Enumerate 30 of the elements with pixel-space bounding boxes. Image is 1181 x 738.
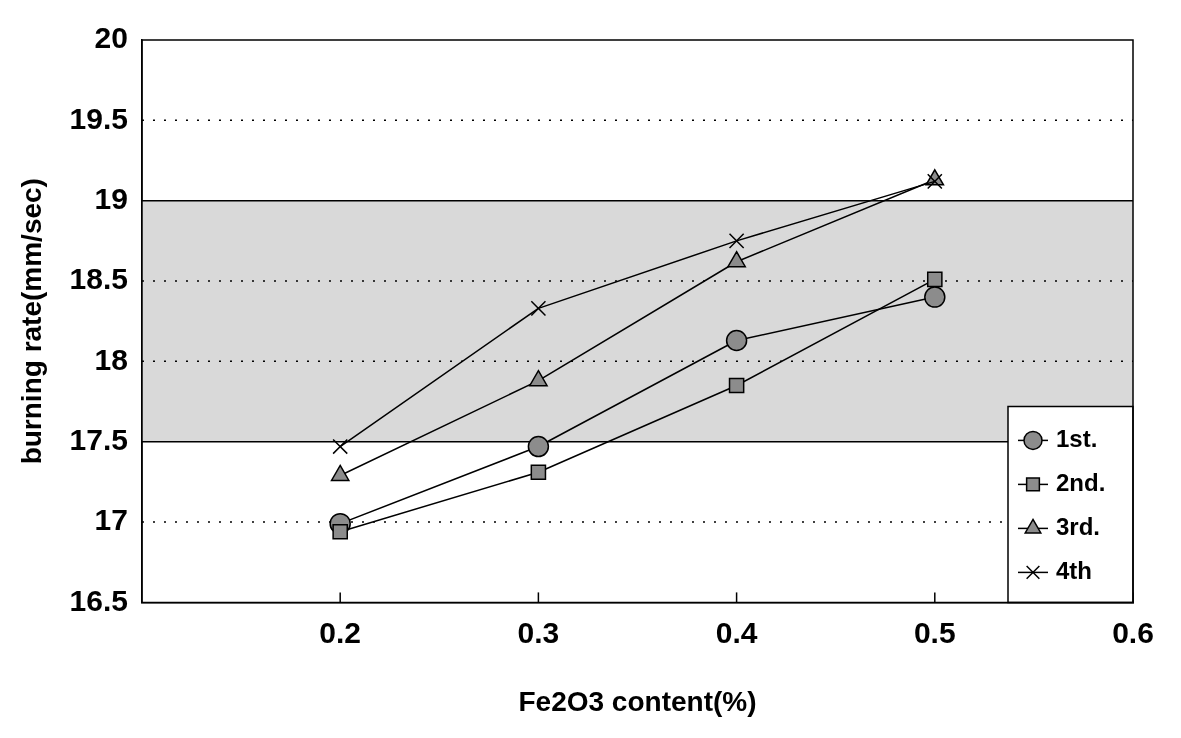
point	[728, 233, 745, 249]
y-axis-title: burning rate(mm/sec)	[15, 178, 47, 465]
y-tick-label: 17.5	[69, 422, 128, 456]
point	[725, 329, 748, 352]
x-tick-label: 0.4	[715, 615, 758, 649]
point	[728, 377, 745, 394]
point	[332, 523, 349, 540]
x-tick-label: 0.3	[517, 615, 560, 649]
y-tick-label: 19.5	[69, 101, 128, 135]
y-tick-label: 20	[94, 21, 128, 55]
point	[530, 464, 547, 481]
x-tick-label: 0.2	[319, 615, 362, 649]
y-tick-label: 18.5	[69, 262, 128, 296]
y-tick-label: 16.5	[69, 583, 128, 617]
x-tick-label: 0.5	[913, 615, 956, 649]
legend-label: 1st.	[1056, 425, 1098, 453]
point	[530, 300, 547, 317]
point	[924, 286, 946, 308]
legend-label: 4th	[1056, 557, 1092, 585]
x-axis-title: Fe2O3 content(%)	[518, 685, 757, 717]
legend-label: 2nd.	[1056, 469, 1106, 497]
point	[926, 173, 943, 190]
legend-label: 3rd.	[1056, 513, 1101, 541]
y-tick-label: 19	[94, 181, 128, 215]
point	[332, 438, 349, 455]
y-tick-label: 18	[94, 342, 128, 376]
point	[926, 271, 943, 288]
x-tick-label: 0.6	[1112, 615, 1154, 649]
point	[527, 435, 550, 458]
y-tick-label: 17	[94, 503, 128, 537]
